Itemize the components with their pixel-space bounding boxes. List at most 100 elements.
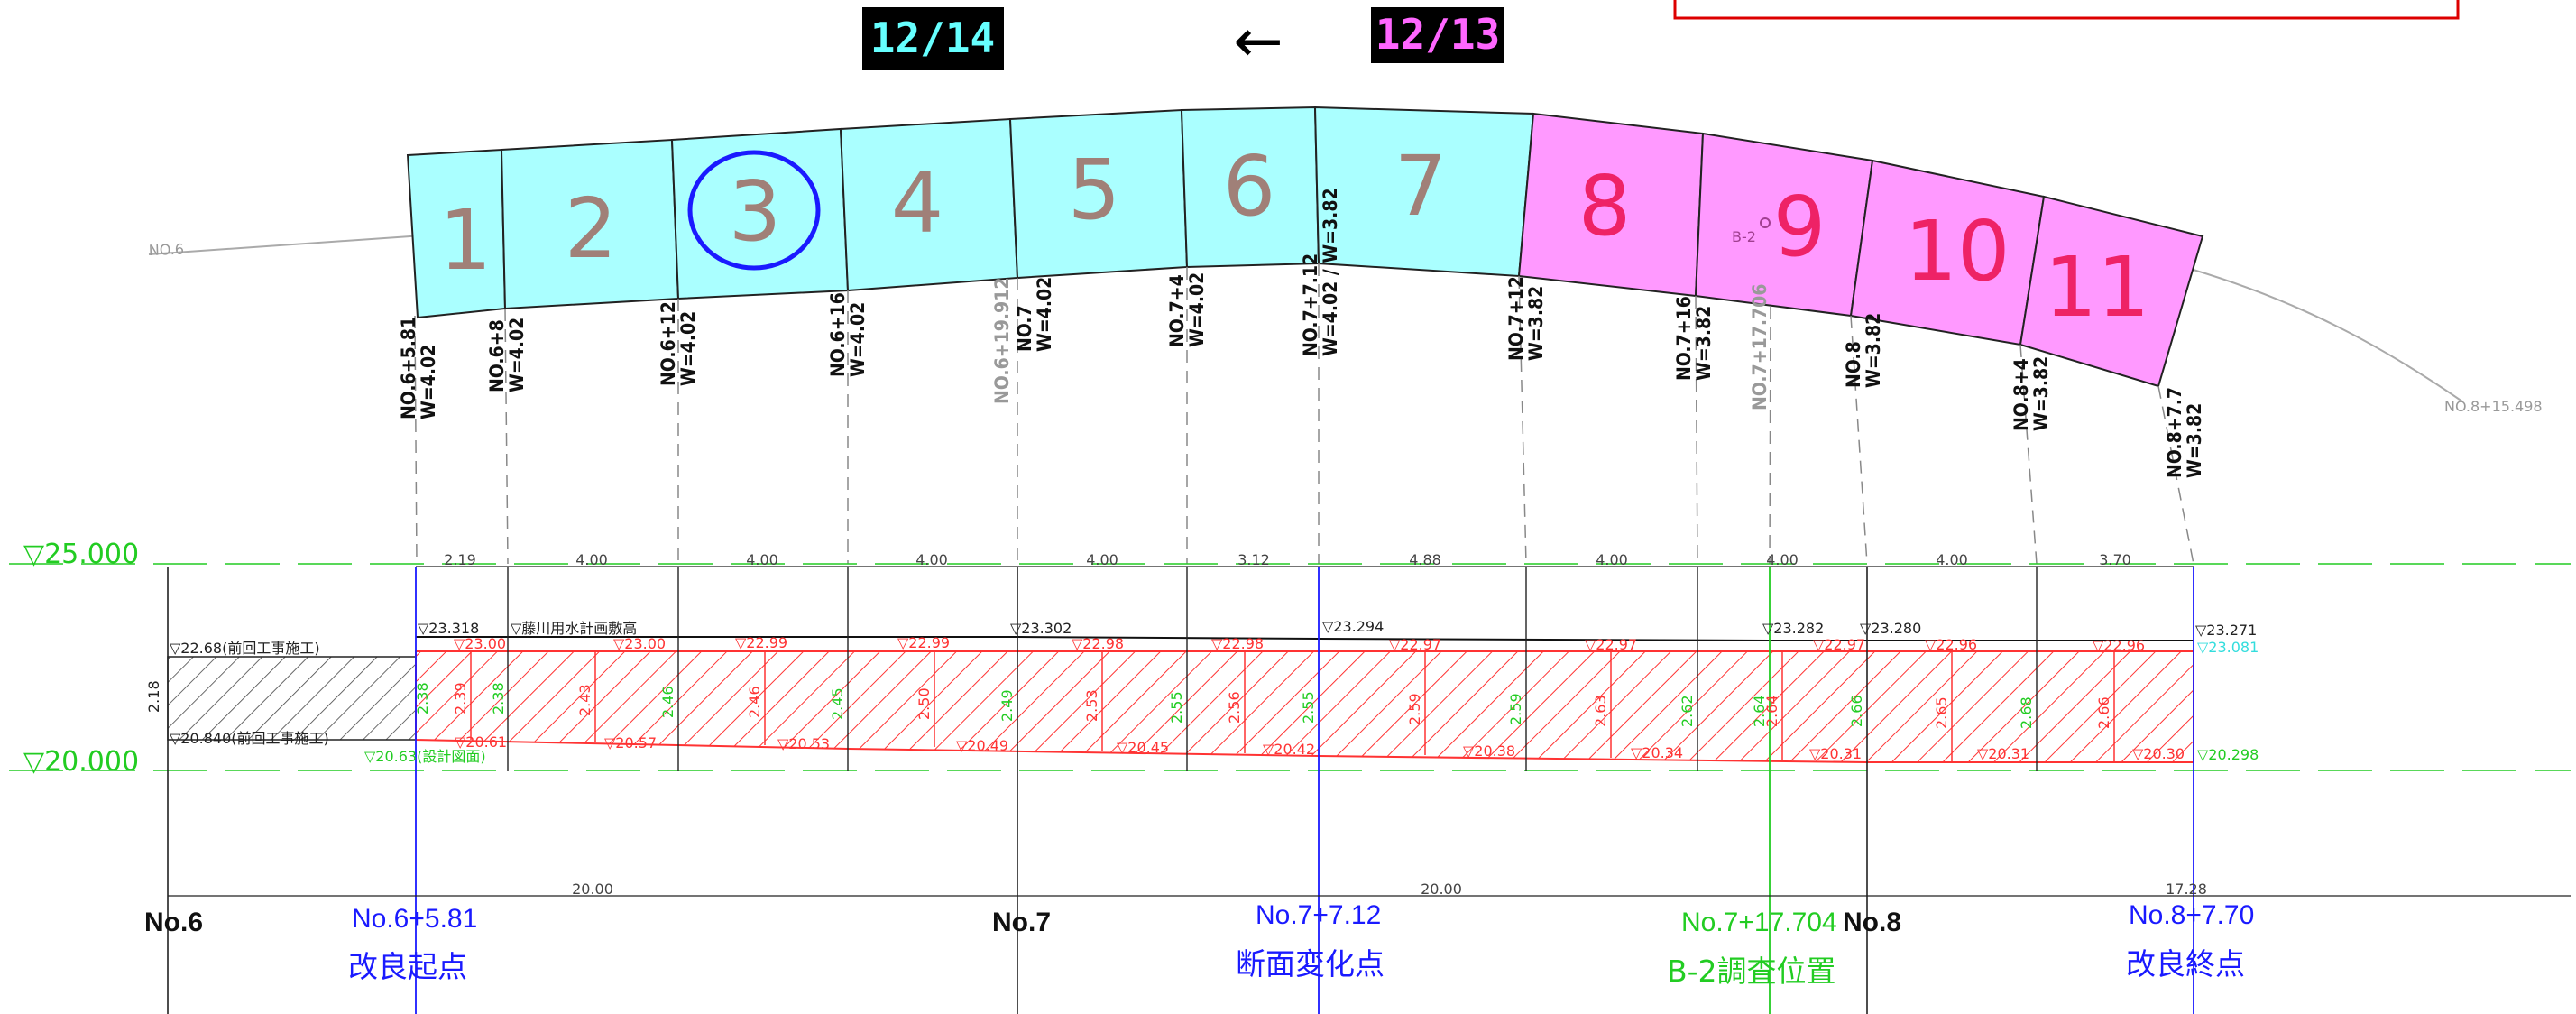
date-badge-left: 12/14 [862,7,1004,70]
top-elev: ▽23.294 [1322,618,1384,635]
green-height: 2.62 [1679,695,1696,727]
red-top-elev: ▽22.97 [1585,636,1637,653]
segment-number: 4 [891,155,944,252]
station-label: NO.7+17.706 [1749,284,1771,410]
date-right: 12/13 [1375,10,1500,59]
station-width: W=4.02 [506,318,528,392]
canal-label: ▽藤川用水計画敷高 [511,620,637,637]
change-station: No.7+7.12 [1256,900,1381,930]
red-top-elevations: ▽23.00 ▽23.00 ▽22.99 ▽22.99 ▽22.98 ▽22.9… [454,634,2145,654]
end-station: No.8+7.70 [2129,900,2254,930]
no8-label: No.8 [1843,908,1901,937]
station-width: W=3.82 [1863,313,1884,388]
segment-number: 11 [2044,239,2149,336]
station-label: NO.7+12 [1505,276,1527,361]
station-label: NO.6+12 [658,301,679,386]
plan-label-no6: NO.6 [148,241,184,259]
top-elev: ▽23.318 [418,620,479,637]
station-label: NO.8+7.7 [2164,387,2185,478]
segment-number: 3 [729,163,782,260]
no7-label: No.7 [992,908,1051,937]
direction-arrow-icon: ← [1233,6,1283,76]
station-label: NO.6+5.81 [398,317,419,419]
top-elevations: ▽23.318 ▽藤川用水計画敷高 ▽23.302 ▽23.294 ▽23.28… [418,618,2257,639]
red-height: 2.56 [1226,691,1243,724]
green-height: 2.38 [414,682,431,714]
dim-label: 4.00 [1936,551,1968,568]
station-label: NO.7 [1014,305,1035,352]
no6-label: No.6 [144,908,203,937]
red-height: 2.39 [452,682,469,714]
red-bottom-elev: ▽20.38 [1463,742,1515,760]
left-height: 2.18 [145,680,162,713]
green-height: 2.55 [1168,691,1185,724]
red-bottom-elevations: ▽20.61 ▽20.57 ▽20.53 ▽20.49 ▽20.45 ▽20.4… [455,733,2185,762]
station-width: W=3.82 [2030,356,2052,431]
red-height: 2.64 [1763,695,1780,727]
top-elev: ▽23.271 [2195,622,2257,639]
dim-label: 4.00 [746,551,778,568]
station-width: W=3.82 [2184,403,2205,478]
green-height: 2.66 [1848,695,1865,727]
segment-numbers: 1 2 3 4 5 6 7 8 9 10 11 [439,138,2150,336]
red-height: 2.66 [2095,696,2112,729]
highlight-circle [687,150,821,271]
b2-label: B-2 [1732,228,1756,245]
red-bottom-elev: ▽20.49 [956,737,1008,754]
station-width: W=4.02 [1186,272,1208,347]
segment-number: 5 [1068,142,1121,238]
red-top-elev: ▽22.99 [735,634,787,651]
red-bottom-elev: ▽20.61 [455,733,507,751]
red-bottom-elev: ▽20.42 [1263,741,1315,758]
red-top-elev: ▽23.00 [454,635,506,652]
station-width: W=4.02 [418,345,439,419]
red-height: 2.63 [1592,695,1609,727]
red-bottom-elev: ▽20.31 [1977,745,2029,762]
height-arrows [470,651,2115,762]
segment-number: 6 [1223,138,1276,235]
dim-label: 3.70 [2099,551,2131,568]
station-width: W=4.02 [847,302,869,377]
station-label: NO.8+4 [2010,358,2032,431]
segment-number: 8 [1578,158,1632,254]
bottom-dim: 17.28 [2166,880,2207,898]
bottom-dim: 20.00 [1421,880,1462,898]
b2-station: No.7+17.704 [1681,908,1837,937]
station-label: NO.7+16 [1673,296,1695,381]
red-bottom-elev: ▽20.31 [1809,745,1862,762]
station-label: NO.7+7.12 [1300,254,1321,356]
station-label: NO.6+19.912 [991,278,1013,404]
station-width: W=4.02 [1034,277,1055,352]
change-text: 断面変化点 [1236,946,1385,982]
station-width: W=4.02 / W=3.82 [1320,188,1341,356]
red-bottom-elev: ▽20.30 [2132,745,2185,762]
dim-label: 3.12 [1237,551,1270,568]
segment-number: 7 [1394,138,1448,235]
station-label: NO.7+4 [1166,274,1188,347]
dim-label: 4.88 [1409,551,1441,568]
red-height: 2.53 [1083,689,1100,722]
red-top-elev: ▽23.00 [613,635,666,652]
segment-number: 10 [1904,203,2010,300]
red-top-elev: ▽22.96 [1925,636,1977,653]
dim-label: 2.19 [444,551,476,568]
green-height: 2.55 [1300,691,1317,724]
b2-marker [1760,217,1771,228]
station-label: NO.8 [1843,341,1864,388]
top-elev: ▽23.282 [1762,620,1824,637]
elev-label-20: ▽20.000 [23,746,139,778]
plan-label-end: NO.8+15.498 [2444,398,2543,415]
notice-box [1673,0,2460,20]
top-profile-line [416,636,2194,641]
red-heights: 2.39 2.43 2.46 2.50 2.53 2.56 2.59 2.63 … [452,682,2112,729]
start-text: 改良起点 [348,949,467,984]
b2-text: B-2調査位置 [1667,954,1836,989]
dim-label: 4.00 [575,551,608,568]
red-bottom-elev: ▽20.45 [1117,739,1169,756]
green-height: 2.59 [1507,693,1524,725]
green-height: 2.68 [2018,696,2035,729]
station-label: NO.6+16 [827,292,849,377]
station-width: W=3.82 [1693,306,1715,381]
prev-work-bottom-label: ▽20.840(前回工事施工) [170,730,329,747]
